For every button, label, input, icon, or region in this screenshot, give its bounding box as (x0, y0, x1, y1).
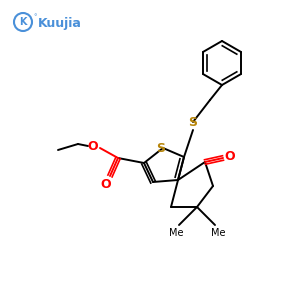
Text: S: S (157, 142, 166, 155)
Text: Kuujia: Kuujia (38, 16, 82, 29)
Text: °: ° (33, 14, 37, 20)
Text: S: S (188, 116, 197, 130)
Text: Me: Me (211, 228, 225, 238)
Text: Me: Me (169, 228, 183, 238)
Text: O: O (225, 151, 235, 164)
Text: O: O (101, 178, 111, 191)
Text: K: K (19, 17, 27, 27)
Text: O: O (88, 140, 98, 154)
